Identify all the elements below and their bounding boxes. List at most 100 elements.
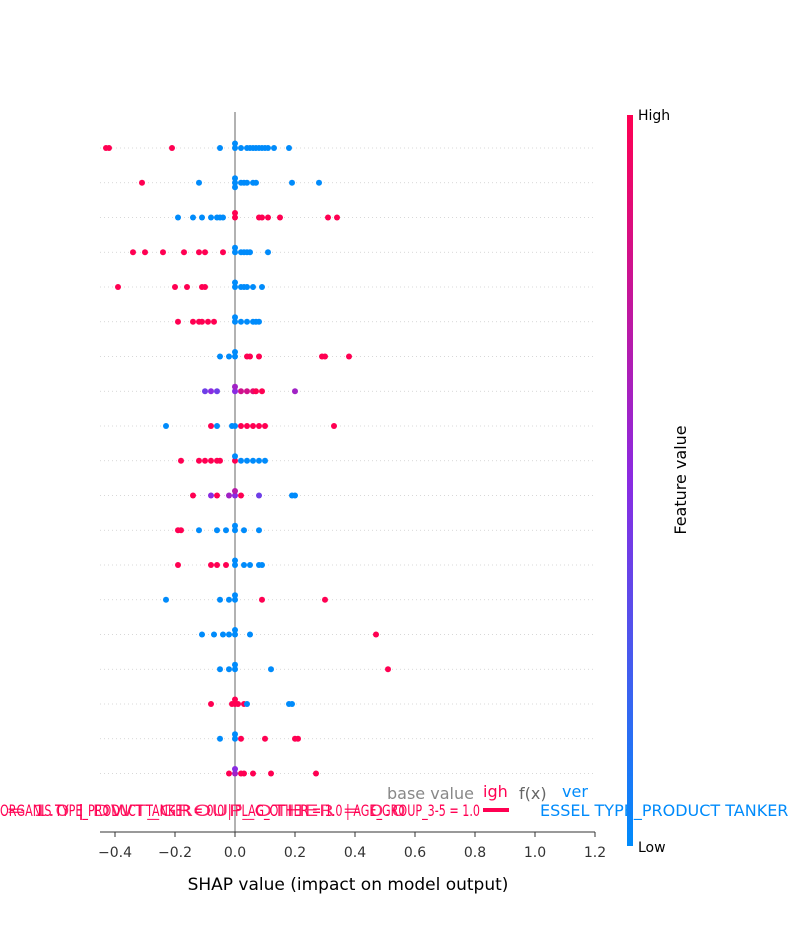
colorbar-low-label: Low xyxy=(638,840,666,856)
shap-point xyxy=(232,457,238,464)
row-grid-lines xyxy=(100,147,595,774)
shap-point xyxy=(214,388,220,395)
x-tick-label: 0.6 xyxy=(404,845,426,861)
shap-point xyxy=(295,735,301,742)
shap-point xyxy=(202,249,208,256)
shap-point xyxy=(241,527,247,534)
shap-point xyxy=(232,423,238,429)
colorbar-title: Feature value xyxy=(671,425,690,534)
shap-point xyxy=(265,214,271,221)
shap-point xyxy=(232,488,238,494)
shap-point xyxy=(199,631,205,638)
shap-point xyxy=(238,735,244,742)
shap-point xyxy=(232,210,238,216)
shap-point xyxy=(163,596,169,603)
shap-point xyxy=(232,522,238,529)
shap-point xyxy=(202,284,208,290)
shap-point xyxy=(130,249,136,256)
shap-point xyxy=(238,145,244,151)
shap-point xyxy=(259,388,265,395)
shap-point xyxy=(256,353,262,360)
shap-point xyxy=(256,423,262,429)
shap-point xyxy=(271,145,277,151)
shap-point xyxy=(196,179,202,186)
shap-point xyxy=(262,457,268,464)
shap-point xyxy=(322,353,328,360)
shap-point xyxy=(259,214,265,221)
shap-point xyxy=(268,770,274,777)
x-axis: −0.4 −0.2 0.0 0.2 0.4 0.6 0.8 1.0 1.2 xyxy=(98,831,606,861)
x-tick-label: −0.2 xyxy=(158,845,192,861)
shap-point xyxy=(232,175,238,182)
shap-point xyxy=(232,735,238,742)
shap-point xyxy=(244,701,250,707)
shap-point xyxy=(244,423,250,429)
shap-point xyxy=(331,423,337,429)
shap-point xyxy=(253,179,259,186)
shap-point xyxy=(226,666,232,673)
shap-point xyxy=(238,492,244,499)
shap-point xyxy=(244,388,250,395)
shap-point xyxy=(226,492,232,499)
colorbar xyxy=(627,115,633,846)
shap-point xyxy=(238,388,244,395)
higher-label: igh xyxy=(483,782,508,801)
shap-point xyxy=(232,244,238,251)
lower-label: ver xyxy=(562,782,588,801)
shap-point xyxy=(226,353,232,360)
data-points xyxy=(103,140,391,777)
shap-point xyxy=(232,179,238,186)
left-feature-text-2: = 1.0 | DWT_GROUP_OTHER = 0.0 xyxy=(6,801,406,821)
shap-point xyxy=(232,214,238,221)
fx-label: f(x) xyxy=(519,784,547,803)
shap-point xyxy=(247,631,253,638)
shap-point xyxy=(160,249,166,256)
shap-point xyxy=(217,666,223,673)
shap-point xyxy=(259,562,265,568)
shap-point xyxy=(172,284,178,290)
shap-point xyxy=(268,666,274,673)
x-tick-label: −0.4 xyxy=(98,845,132,861)
shap-point xyxy=(232,696,238,703)
shap-point xyxy=(265,145,271,151)
shap-point xyxy=(214,527,220,534)
shap-point xyxy=(232,562,238,568)
shap-point xyxy=(334,214,340,221)
shap-point xyxy=(232,383,238,390)
shap-point xyxy=(214,492,220,499)
shap-point xyxy=(232,596,238,603)
shap-point xyxy=(277,214,283,221)
shap-point xyxy=(232,145,238,151)
shap-point xyxy=(214,562,220,568)
shap-point xyxy=(265,249,271,256)
shap-point xyxy=(232,284,238,290)
shap-point xyxy=(256,527,262,534)
right-feature-text: ESSEL TYPE_PRODUCT TANKER xyxy=(540,801,788,821)
shap-point xyxy=(184,284,190,290)
shap-point xyxy=(202,388,208,395)
shap-point xyxy=(286,145,292,151)
shap-point xyxy=(322,596,328,603)
shap-point xyxy=(232,661,238,668)
shap-point xyxy=(259,284,265,290)
shap-point xyxy=(232,388,238,395)
shap-point xyxy=(202,457,208,464)
shap-point xyxy=(190,318,196,325)
shap-point xyxy=(259,596,265,603)
shap-point xyxy=(373,631,379,638)
force-overlay: base value igh f(x) ver ORGANIS TYPE_PRO… xyxy=(0,782,788,821)
shap-point xyxy=(196,249,202,256)
shap-point xyxy=(262,423,268,429)
x-axis-title: SHAP value (impact on model output) xyxy=(188,875,509,895)
x-tick-label: 0.2 xyxy=(284,845,306,861)
shap-point xyxy=(244,318,250,325)
shap-point xyxy=(217,457,223,464)
x-tick-label: 0.0 xyxy=(224,845,246,861)
shap-point xyxy=(220,249,226,256)
shap-point xyxy=(292,388,298,395)
shap-point xyxy=(190,492,196,499)
shap-point xyxy=(232,279,238,286)
force-bar-segment xyxy=(483,808,509,812)
shap-point xyxy=(217,735,223,742)
shap-point xyxy=(235,701,241,707)
